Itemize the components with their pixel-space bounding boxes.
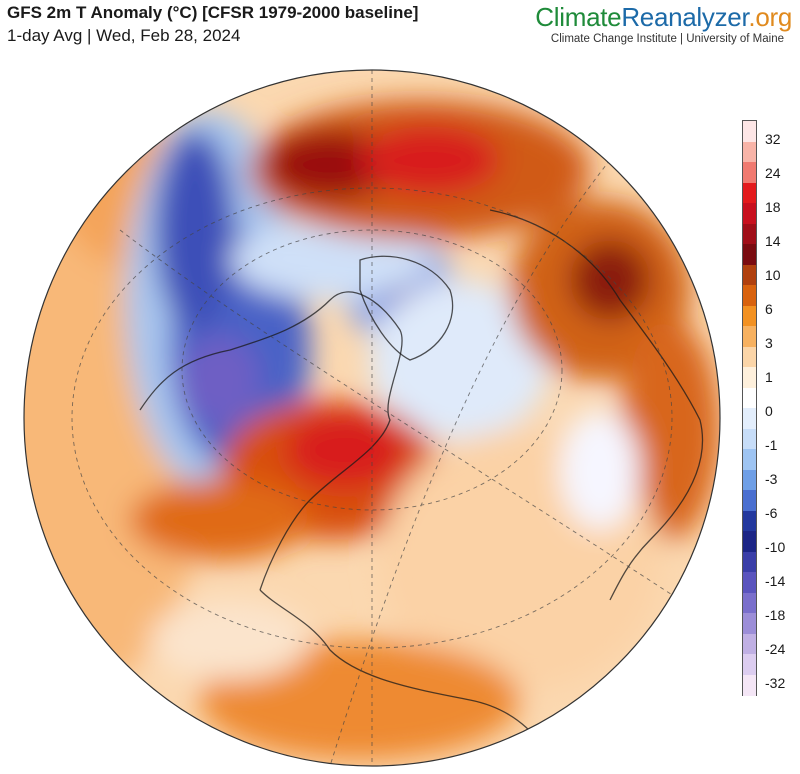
- color-scale-label: 24: [765, 165, 781, 181]
- color-scale-label: -14: [765, 573, 786, 589]
- globe-outline: [23, 69, 721, 767]
- color-scale-swatch: [743, 305, 756, 327]
- color-scale-swatch: [743, 408, 756, 430]
- brand-logo[interactable]: ClimateReanalyzer.org: [535, 2, 792, 33]
- color-scale-label: 14: [765, 233, 781, 249]
- color-scale-swatch: [743, 490, 756, 512]
- color-scale-swatch: [743, 162, 756, 184]
- color-scale-swatch: [743, 592, 756, 614]
- color-scale-label: 3: [765, 335, 773, 351]
- color-scale-swatch: [743, 367, 756, 389]
- color-scale-label: 6: [765, 301, 773, 317]
- color-scale-swatch: [743, 141, 756, 163]
- color-scale-swatch: [743, 182, 756, 204]
- brand-name-part1: Climate: [535, 2, 622, 32]
- color-scale-label: -1: [765, 437, 778, 453]
- color-scale-swatch: [743, 428, 756, 450]
- color-scale-label: -32: [765, 675, 786, 691]
- color-scale-swatch: [743, 449, 756, 471]
- map-subtitle: 1-day Avg | Wed, Feb 28, 2024: [7, 26, 241, 45]
- coastline-europe-africa: [489, 209, 704, 601]
- color-scale-swatch: [743, 387, 756, 409]
- color-scale-swatch: [743, 572, 756, 594]
- coastline-greenland: [359, 255, 454, 361]
- color-scale-label: 0: [765, 403, 773, 419]
- color-scale-swatch: [743, 244, 756, 266]
- color-scale-swatch: [743, 551, 756, 573]
- color-scale-label: 10: [765, 267, 781, 283]
- color-scale-swatch: [743, 510, 756, 532]
- color-scale-swatch: [743, 326, 756, 348]
- color-scale-label: 18: [765, 199, 781, 215]
- color-scale-label: 32: [765, 131, 781, 147]
- color-scale-label: -3: [765, 471, 778, 487]
- color-scale-label: -24: [765, 641, 786, 657]
- color-scale-swatch: [743, 613, 756, 635]
- coastline-central-south-america: [259, 589, 561, 766]
- color-scale-swatch: [743, 203, 756, 225]
- color-scale-swatch: [743, 633, 756, 655]
- brand-tagline: Climate Change Institute | University of…: [550, 33, 784, 45]
- color-scale-label: -10: [765, 539, 786, 555]
- color-scale-swatch: [743, 346, 756, 368]
- color-scale-label: -18: [765, 607, 786, 623]
- color-scale-swatch: [743, 264, 756, 286]
- color-scale-swatch: [743, 469, 756, 491]
- anomaly-field: [24, 100, 720, 760]
- color-scale-swatch: [743, 285, 756, 307]
- color-scale-swatch: [743, 121, 756, 143]
- coastline-north-america: [139, 291, 403, 591]
- color-scale-swatch: [743, 531, 756, 553]
- color-scale-label: -6: [765, 505, 778, 521]
- color-scale-label: 1: [765, 369, 773, 385]
- color-scale-swatch: [743, 654, 756, 676]
- color-scale-swatch: [743, 674, 756, 696]
- brand-name-part3: .org: [748, 2, 792, 32]
- map-title: GFS 2m T Anomaly (°C) [CFSR 1979-2000 ba…: [7, 3, 419, 22]
- color-scale-swatch: [743, 223, 756, 245]
- color-scale-bar: [742, 120, 757, 696]
- brand-name-part2: Reanalyzer: [621, 2, 749, 32]
- graticule: [71, 70, 681, 766]
